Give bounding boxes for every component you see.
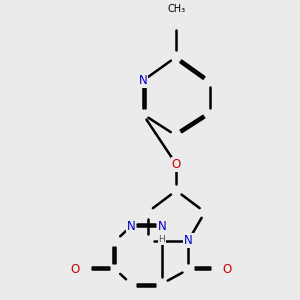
Text: N: N: [184, 234, 193, 247]
Text: N: N: [139, 74, 147, 87]
Text: O: O: [172, 158, 181, 171]
Text: N: N: [127, 220, 135, 233]
Text: H: H: [159, 235, 165, 244]
Text: N: N: [158, 220, 166, 233]
Text: O: O: [71, 263, 80, 276]
Text: O: O: [222, 263, 232, 276]
Text: CH₃: CH₃: [167, 4, 185, 14]
